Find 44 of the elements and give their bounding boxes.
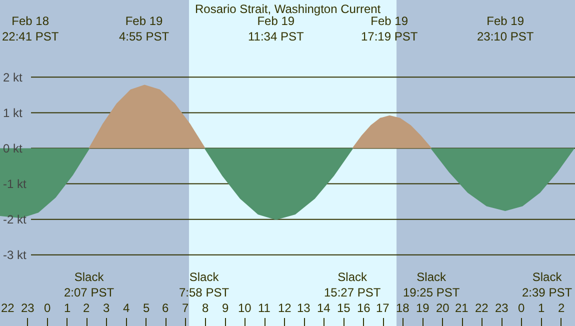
x-tick-label: 18 — [396, 301, 410, 315]
x-tick-label: 19 — [416, 301, 430, 315]
x-tick-label: 1 — [64, 301, 71, 315]
x-tick-label: 6 — [162, 301, 169, 315]
x-tick-label: 23 — [21, 301, 35, 315]
x-tick-label: 0 — [518, 301, 525, 315]
x-tick-label: 16 — [357, 301, 371, 315]
x-tick-label: 20 — [436, 301, 450, 315]
annotation: Slack 7:58 PST — [179, 270, 230, 300]
x-tick-label: 1 — [538, 301, 545, 315]
x-tick-label: 2 — [83, 301, 90, 315]
annotation: Feb 19 4:55 PST — [119, 14, 170, 44]
annotation: Slack 2:39 PST — [522, 270, 573, 300]
y-tick-label: 2 kt — [3, 70, 24, 84]
x-tick-label: 4 — [123, 301, 130, 315]
x-tick-label: 5 — [143, 301, 150, 315]
annotation: Feb 19 17:19 PST — [361, 14, 418, 44]
annotation: Slack 15:27 PST — [324, 270, 382, 300]
annotation: Slack 2:07 PST — [64, 270, 115, 300]
annotation: Feb 19 23:10 PST — [477, 14, 534, 44]
x-tick-label: 3 — [103, 301, 110, 315]
x-tick-label: 13 — [297, 301, 311, 315]
x-tick-label: 12 — [278, 301, 292, 315]
x-tick-label: 11 — [258, 301, 271, 315]
x-tick-label: 9 — [222, 301, 229, 315]
annotation: Slack 19:25 PST — [403, 270, 460, 300]
y-tick-label: -1 kt — [3, 177, 28, 191]
annotation: Feb 19 11:34 PST — [248, 14, 304, 44]
x-tick-label: 22 — [1, 301, 15, 315]
x-tick-label: 23 — [495, 301, 509, 315]
x-tick-label: 10 — [238, 301, 252, 315]
x-tick-label: 22 — [475, 301, 489, 315]
x-tick-label: 2 — [558, 301, 565, 315]
x-tick-label: 8 — [202, 301, 209, 315]
y-tick-label: -3 kt — [3, 248, 28, 262]
x-tick-label: 15 — [337, 301, 351, 315]
x-tick-label: 14 — [317, 301, 331, 315]
x-tick-label: 17 — [376, 301, 390, 315]
x-tick-label: 7 — [182, 301, 189, 315]
x-tick-label: 0 — [44, 301, 51, 315]
x-tick-label: 21 — [455, 301, 469, 315]
annotation: Feb 18 22:41 PST — [2, 14, 60, 44]
chart-title: Rosario Strait, Washington Current — [195, 2, 382, 16]
y-tick-label: 1 kt — [3, 106, 24, 120]
